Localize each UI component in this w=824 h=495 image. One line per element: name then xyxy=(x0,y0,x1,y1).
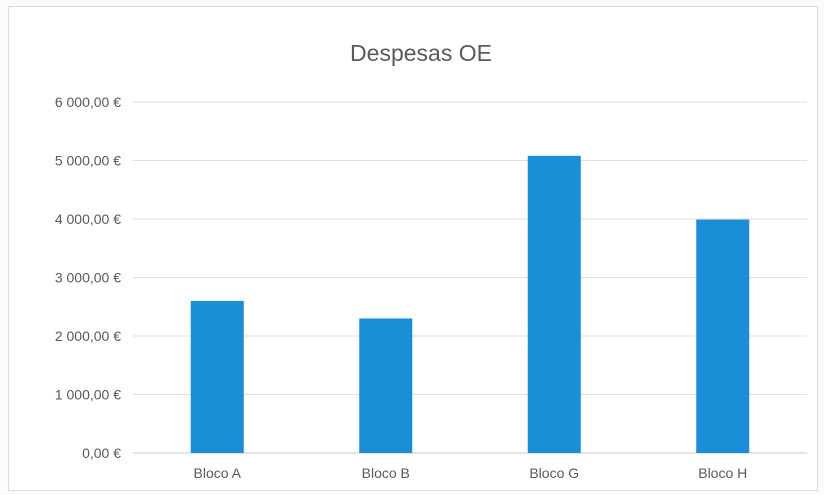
bar-bloco-a xyxy=(190,300,244,453)
x-category-label: Bloco G xyxy=(529,465,579,481)
y-tick-label: 5 000,00 € xyxy=(55,153,121,169)
y-tick-label: 6 000,00 € xyxy=(55,94,121,110)
y-tick-label: 4 000,00 € xyxy=(55,211,121,227)
y-tick-label: 2 000,00 € xyxy=(55,328,121,344)
y-tick-label: 3 000,00 € xyxy=(55,270,121,286)
x-category-label: Bloco H xyxy=(698,465,747,481)
y-tick-label: 0,00 € xyxy=(82,445,121,461)
chart-container: Despesas OE 0,00 € 1 000,00 € 2 000,00 € 3 … xyxy=(8,6,818,491)
x-category-label: Bloco A xyxy=(194,465,242,481)
bar-bloco-b xyxy=(359,318,413,453)
bars xyxy=(190,155,750,453)
gridlines xyxy=(133,101,807,454)
bar-bloco-g xyxy=(527,155,581,453)
x-axis-category-labels: Bloco A Bloco B Bloco G Bloco H xyxy=(194,465,748,481)
y-tick-label: 1 000,00 € xyxy=(55,387,121,403)
x-category-label: Bloco B xyxy=(362,465,410,481)
bar-bloco-h xyxy=(696,219,750,453)
bar-chart: Despesas OE 0,00 € 1 000,00 € 2 000,00 € 3 … xyxy=(55,40,807,481)
chart-title: Despesas OE xyxy=(350,40,492,66)
y-axis-tick-labels: 0,00 € 1 000,00 € 2 000,00 € 3 000,00 € 4 00… xyxy=(55,94,121,461)
